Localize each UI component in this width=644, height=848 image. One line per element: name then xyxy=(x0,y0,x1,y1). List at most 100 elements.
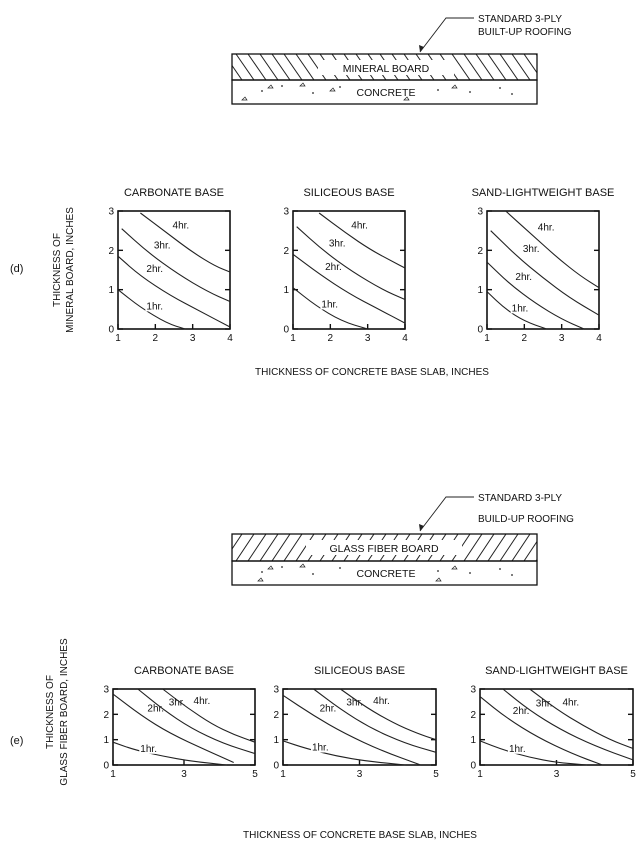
mineral-board-label-bg xyxy=(318,60,454,75)
curve-label: 3hr. xyxy=(154,240,171,251)
hatch-line xyxy=(271,534,291,561)
hatch-line xyxy=(200,54,218,80)
hatch-line xyxy=(548,54,566,80)
y-axis-label-d-line2: MINERAL BOARD, INCHES xyxy=(65,207,76,333)
panel-label-e: (e) xyxy=(10,735,23,747)
curve-label: 2hr. xyxy=(513,706,530,717)
y-axis-label-e-line2: GLASS FIBER BOARD, INCHES xyxy=(59,638,70,786)
hatch-line xyxy=(511,54,531,80)
concrete-speckle-d xyxy=(241,82,513,101)
curve-label: 4hr. xyxy=(173,221,190,232)
aggregate-mark xyxy=(299,82,306,87)
hatch-line xyxy=(487,54,507,80)
hatch-line xyxy=(235,54,255,80)
hatch-line xyxy=(247,534,267,561)
callout-line-2-d: BUILT-UP ROOFING xyxy=(478,27,572,38)
callout-line-1-e: STANDARD 3-PLY xyxy=(478,493,562,504)
aggregate-mark xyxy=(451,565,458,570)
curve-label-bg xyxy=(327,237,354,249)
hatch-line xyxy=(451,54,471,80)
x-tick-label: 3 xyxy=(559,333,565,344)
curve-label: 4hr. xyxy=(351,221,368,232)
curve-label-bg xyxy=(511,705,538,717)
curve-label: 4hr. xyxy=(538,223,555,234)
callout-leader-d xyxy=(419,17,474,53)
glass-fiber-board-label-bg xyxy=(306,540,462,555)
hatch-line xyxy=(463,54,483,80)
curve-label: 2hr. xyxy=(515,272,532,283)
curve-label: 1hr. xyxy=(312,743,329,754)
curve-label-bg xyxy=(167,696,194,708)
hatch-line xyxy=(475,54,495,80)
curve-3hr xyxy=(313,688,437,753)
aggregate-mark xyxy=(267,84,274,89)
curve-label-bg xyxy=(507,742,534,754)
y-tick-label: 1 xyxy=(477,285,483,296)
concrete-speckle-e xyxy=(257,563,513,582)
curve-1hr xyxy=(486,291,547,330)
diagram-d: MINERAL BOARD CONCRETE STANDARD 3-PLY BU… xyxy=(200,14,572,105)
y-tick-label: 3 xyxy=(283,207,289,218)
x-tick-label: 3 xyxy=(554,769,560,780)
curve-label: 3hr. xyxy=(536,699,553,710)
hatch-line xyxy=(535,54,537,57)
hatch-line xyxy=(499,534,519,561)
y-tick-label: 1 xyxy=(283,285,289,296)
hatch-line xyxy=(487,534,507,561)
hatch-line xyxy=(523,540,537,561)
plot-title: SAND-LIGHTWEIGHT BASE xyxy=(472,187,615,199)
aggregate-mark xyxy=(329,87,336,92)
curve-label: 4hr. xyxy=(373,696,390,707)
plot-frame xyxy=(292,210,406,330)
curve-label: 1hr. xyxy=(509,744,526,755)
x-tick-label: 3 xyxy=(181,769,187,780)
curve-label-bg xyxy=(318,702,345,714)
hatch-line xyxy=(499,54,519,80)
concrete-label-e: CONCRETE xyxy=(357,568,416,580)
curve-label: 1hr. xyxy=(512,303,529,314)
y-tick-label: 0 xyxy=(283,325,289,336)
x-tick-label: 3 xyxy=(365,333,371,344)
aggregate-mark xyxy=(241,96,248,101)
hatch-line xyxy=(295,534,315,561)
curve-label-bg xyxy=(514,270,541,282)
curve-label: 3hr. xyxy=(346,697,363,708)
curve-label-bg xyxy=(324,260,351,272)
aggregate-mark xyxy=(403,96,410,101)
y-tick-label: 0 xyxy=(103,761,109,772)
hatch-line xyxy=(271,54,291,80)
x-tick-label: 1 xyxy=(484,333,490,344)
curve-label-bg xyxy=(350,219,377,231)
curve-4hr xyxy=(505,210,600,289)
curve-4hr xyxy=(529,688,634,750)
curve-2hr xyxy=(486,261,585,330)
x-tick-label: 3 xyxy=(190,333,196,344)
hatch-line xyxy=(283,54,303,80)
aggregate-mark xyxy=(257,577,264,582)
callout-arrowhead-e xyxy=(419,524,424,531)
aggregate-mark xyxy=(451,84,458,89)
curve-label-bg xyxy=(510,302,537,314)
curve-3hr xyxy=(137,688,256,755)
curve-label-bg xyxy=(192,695,219,706)
curve-label-bg xyxy=(310,741,337,753)
x-tick-label: 1 xyxy=(110,769,116,780)
curve-2hr xyxy=(117,255,231,328)
y-tick-label: 1 xyxy=(108,285,114,296)
y-tick-label: 0 xyxy=(273,761,279,772)
curve-1hr xyxy=(292,287,368,330)
hatch-line xyxy=(212,534,230,561)
hatch-line xyxy=(200,534,218,561)
hatch-line xyxy=(247,54,267,80)
curve-3hr xyxy=(490,230,600,316)
plot-frame xyxy=(117,210,231,330)
hatch-line xyxy=(283,534,303,561)
diagram-e: GLASS FIBER BOARD CONCRETE STANDARD 3-PL… xyxy=(200,493,574,586)
hatch-line xyxy=(212,54,230,80)
hatch-line xyxy=(259,54,279,80)
aggregate-mark xyxy=(435,577,442,582)
